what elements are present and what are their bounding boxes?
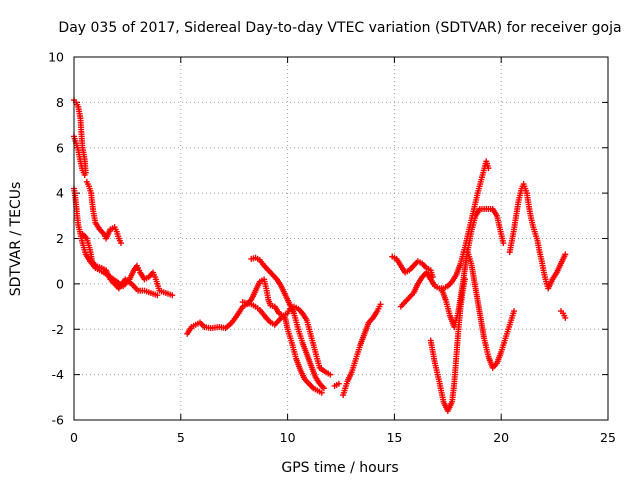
y-tick-label: 4 [56, 186, 64, 201]
data-point-marker [320, 385, 327, 392]
series-arc10 [340, 301, 384, 399]
y-tick-label: 8 [56, 95, 64, 110]
x-tick-label: 20 [493, 430, 509, 445]
y-axis-label: SDTVAR / TECUs [8, 182, 24, 297]
series-arc12 [397, 158, 492, 310]
data-point-marker [562, 314, 569, 321]
series-arc7 [248, 254, 327, 392]
grid-lines [74, 57, 608, 420]
x-tick-label: 10 [280, 430, 296, 445]
data-point-marker [511, 308, 518, 315]
y-tick-label: -4 [52, 367, 65, 382]
data-point-marker [327, 371, 334, 378]
series-arc16 [506, 181, 569, 292]
x-tick-label: 0 [70, 430, 78, 445]
chart-title: Day 035 of 2017, Sidereal Day-to-day VTE… [58, 20, 621, 36]
series-arc17 [558, 308, 569, 321]
plot-frame [73, 56, 609, 421]
series-arc4 [83, 178, 124, 247]
x-tick-label: 15 [386, 430, 402, 445]
y-tick-label: 10 [48, 50, 64, 65]
series-arc14 [438, 206, 507, 330]
x-axis-label: GPS time / hours [281, 460, 398, 476]
y-tick-label: 2 [56, 231, 64, 246]
x-tick-label: 5 [177, 430, 185, 445]
data-point-marker [500, 240, 507, 247]
series-arc6 [184, 276, 334, 378]
data-point-marker [81, 171, 88, 178]
data-point-marker [154, 292, 161, 299]
series-arc11 [389, 253, 436, 281]
x-tick-label: 25 [600, 430, 616, 445]
y-tick-label: 6 [56, 140, 64, 155]
data-point-marker [485, 165, 492, 172]
data-point-marker [562, 251, 569, 258]
data-point-marker [335, 380, 342, 387]
series-arc9 [331, 380, 342, 389]
y-tick-label: -6 [52, 413, 65, 428]
data-point-marker [318, 389, 325, 396]
series-arc8 [239, 299, 325, 396]
data-point-marker [117, 240, 124, 247]
y-tick-label: 0 [56, 276, 64, 291]
series-arc1 [71, 97, 89, 176]
series-arc15 [464, 246, 518, 371]
y-tick-label: -2 [52, 322, 64, 337]
data-point-marker [377, 301, 384, 308]
data-point-marker [169, 292, 176, 299]
data-points [71, 97, 569, 414]
series-arc5 [79, 230, 161, 299]
